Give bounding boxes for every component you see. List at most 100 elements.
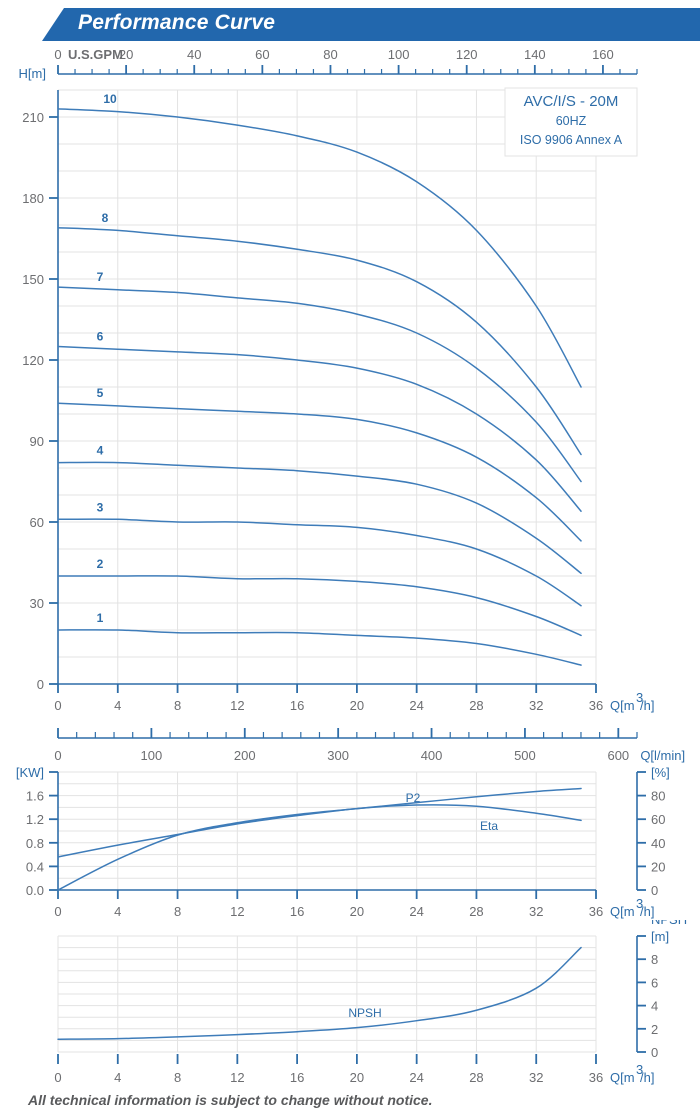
npsh-axis-unit: [m] xyxy=(651,929,669,944)
p2-axis-unit: [KW] xyxy=(16,765,44,780)
eta-axis-ticks: 0 20 40 60 80 Eta [%] xyxy=(637,760,671,898)
npsh-curve-label: NPSH xyxy=(348,1006,381,1020)
svg-text:16: 16 xyxy=(290,904,304,919)
head-curve-label-4: 4 xyxy=(97,444,104,458)
head-curve-5 xyxy=(57,402,582,542)
svg-text:0.8: 0.8 xyxy=(26,836,44,851)
head-curve-label-5: 5 xyxy=(97,386,104,400)
svg-text:24: 24 xyxy=(409,1070,423,1085)
svg-text:0: 0 xyxy=(54,1070,61,1085)
svg-text:12: 12 xyxy=(230,698,244,713)
svg-text:0: 0 xyxy=(54,47,61,62)
power-efficiency-chart: 0.0 0.4 0.8 1.2 1.6 P2 [KW] 0 20 40 60 80 Eta [%] 0 4 8 1… xyxy=(16,760,671,919)
head-flow-chart: 0 20 40 60 80 100 120 140 160U.S.GPMH[m]03060901… xyxy=(19,47,686,763)
svg-text:60: 60 xyxy=(255,47,269,62)
curve-p2 xyxy=(57,787,582,891)
svg-text:0: 0 xyxy=(54,698,61,713)
svg-text:0: 0 xyxy=(37,677,44,692)
x-axis-unit-label: Q[m3/h] xyxy=(610,690,654,713)
svg-text:1.6: 1.6 xyxy=(26,789,44,804)
model-frequency: 60HZ xyxy=(556,114,587,128)
svg-text:32: 32 xyxy=(529,698,543,713)
model-name: AVC/I/S - 20M xyxy=(524,93,619,110)
svg-text:120: 120 xyxy=(22,353,44,368)
svg-text:8: 8 xyxy=(174,698,181,713)
npsh-axis-ticks: 0 2 4 6 8 NPSH [m] xyxy=(637,920,687,1060)
npsh-curve-group: NPSH xyxy=(57,946,582,1040)
svg-text:600: 600 xyxy=(607,748,629,763)
svg-text:60: 60 xyxy=(30,515,44,530)
svg-text:32: 32 xyxy=(529,904,543,919)
svg-text:3: 3 xyxy=(636,1062,643,1077)
svg-text:20: 20 xyxy=(651,859,665,874)
svg-text:100: 100 xyxy=(141,748,163,763)
head-curve-4 xyxy=(57,461,582,575)
axes xyxy=(57,772,638,891)
svg-text:80: 80 xyxy=(323,47,337,62)
svg-text:0: 0 xyxy=(651,1045,658,1060)
svg-text:0.4: 0.4 xyxy=(26,859,44,874)
head-curve-label-6: 6 xyxy=(97,329,104,343)
model-info-box: AVC/I/S - 20M 60HZ ISO 9906 Annex A xyxy=(504,87,638,157)
svg-text:Q[m: Q[m xyxy=(610,698,635,713)
head-curve-8 xyxy=(57,226,582,456)
svg-text:28: 28 xyxy=(469,698,483,713)
svg-text:1.2: 1.2 xyxy=(26,812,44,827)
head-curve-label-1: 1 xyxy=(97,611,104,625)
model-standard: ISO 9906 Annex A xyxy=(520,133,623,147)
svg-text:H[m]: H[m] xyxy=(19,66,46,81)
svg-text:4: 4 xyxy=(114,1070,121,1085)
svg-text:300: 300 xyxy=(327,748,349,763)
head-curve-6 xyxy=(57,345,582,512)
p2-axis-ticks: 0.0 0.4 0.8 1.2 1.6 P2 [KW] xyxy=(16,760,58,898)
svg-text:3: 3 xyxy=(636,896,643,911)
curve-eta xyxy=(57,804,582,858)
svg-text:U.S.GPM: U.S.GPM xyxy=(68,47,123,62)
eta-axis-name: Eta xyxy=(651,760,671,763)
head-curve-3 xyxy=(57,518,582,607)
svg-text:20: 20 xyxy=(350,904,364,919)
head-curve-label-3: 3 xyxy=(97,500,104,514)
svg-text:20: 20 xyxy=(119,47,133,62)
svg-text:8: 8 xyxy=(651,952,658,967)
svg-text:/h]: /h] xyxy=(640,1070,654,1085)
svg-text:90: 90 xyxy=(30,434,44,449)
svg-text:100: 100 xyxy=(388,47,410,62)
svg-text:28: 28 xyxy=(469,1070,483,1085)
svg-text:32: 32 xyxy=(529,1070,543,1085)
svg-text:200: 200 xyxy=(234,748,256,763)
x-axis-ticks: 0 4 8 12 16 20 24 28 32 36 xyxy=(54,684,603,713)
head-curve-label-2: 2 xyxy=(97,557,104,571)
head-curve-label-7: 7 xyxy=(97,270,104,284)
page-title: Performance Curve xyxy=(78,11,276,34)
svg-text:210: 210 xyxy=(22,110,44,125)
eta-axis-unit: [%] xyxy=(651,765,670,780)
head-curve-1 xyxy=(57,629,582,666)
svg-text:120: 120 xyxy=(456,47,478,62)
svg-text:12: 12 xyxy=(230,1070,244,1085)
svg-text:150: 150 xyxy=(22,272,44,287)
bottom-axis-lmin: 0 100 200 300 400 500 600 Q[l/min] xyxy=(54,728,685,763)
axes xyxy=(57,90,596,685)
grid-lines xyxy=(57,935,597,1053)
svg-text:20: 20 xyxy=(350,1070,364,1085)
p2-eta-curves: P2 Eta xyxy=(57,787,582,891)
svg-text:40: 40 xyxy=(187,47,201,62)
svg-text:12: 12 xyxy=(230,904,244,919)
top-axis-usgpm: 0 20 40 60 80 100 120 140 160 U.S.GPM xyxy=(54,47,638,75)
footer-note: All technical information is subject to … xyxy=(28,1092,433,1108)
svg-text:/h]: /h] xyxy=(640,904,654,919)
svg-text:500: 500 xyxy=(514,748,536,763)
svg-text:Q[l/min]: Q[l/min] xyxy=(640,748,685,763)
axes xyxy=(57,936,638,1052)
svg-text:/h]: /h] xyxy=(640,698,654,713)
svg-text:Q[m: Q[m xyxy=(610,1070,635,1085)
head-curve-label-8: 8 xyxy=(102,211,109,225)
svg-text:8: 8 xyxy=(174,1070,181,1085)
y-axis-ticks: 0 30 60 90 120 150 180 210 xyxy=(22,110,58,692)
head-curve-7 xyxy=(57,286,582,483)
header-banner: Performance Curve xyxy=(0,8,700,41)
svg-text:4: 4 xyxy=(114,698,121,713)
svg-text:20: 20 xyxy=(350,698,364,713)
